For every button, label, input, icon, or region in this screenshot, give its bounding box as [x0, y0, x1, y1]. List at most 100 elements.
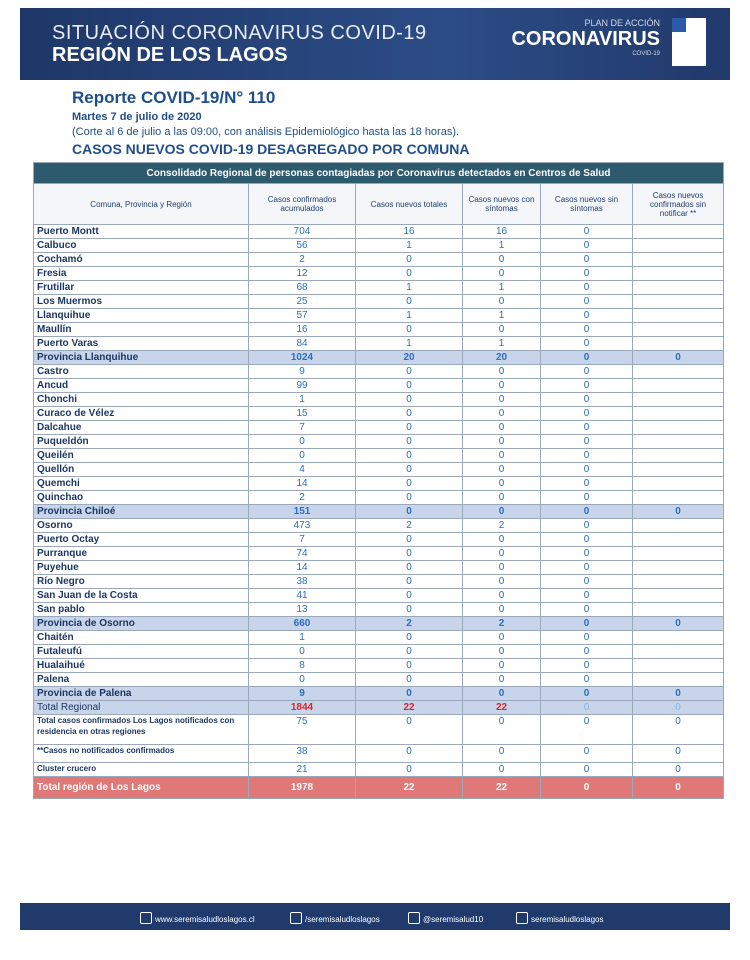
table-row: Purranque 74 0 0 0 [33, 546, 725, 561]
cell: 0 [540, 630, 633, 645]
cell: 22 [462, 700, 541, 715]
cell [631, 322, 725, 337]
cell: 0 [355, 406, 463, 421]
row-label: Puerto Montt [33, 224, 249, 239]
cell: 0 [462, 476, 541, 491]
cell [631, 434, 725, 449]
cell: 2 [355, 616, 463, 631]
cell: 0 [462, 378, 541, 393]
table-row: Hualaihué 8 0 0 0 [33, 658, 725, 673]
cell: 12 [248, 266, 356, 281]
row-label: Curaco de Vélez [33, 406, 249, 421]
cell: 14 [248, 560, 356, 575]
cell: 0 [540, 588, 633, 603]
cell: 20 [355, 350, 463, 365]
table-row: Total Regional 1844 22 22 0 0 [33, 700, 725, 715]
table-caption: Consolidado Regional de personas contagi… [32, 162, 725, 184]
footer-link: www.seremisaludloslagos.cl [140, 912, 255, 924]
cell: 0 [540, 658, 633, 673]
cell: 20 [462, 350, 541, 365]
table-row: Chaitén 1 0 0 0 [33, 630, 725, 645]
row-label: Total Regional [33, 700, 249, 715]
cell: 0 [248, 434, 356, 449]
cell: 0 [355, 532, 463, 547]
footer-icon [408, 912, 420, 924]
table-row: Castro 9 0 0 0 [33, 364, 725, 379]
footer-text: www.seremisaludloslagos.cl [155, 915, 255, 924]
cell: 0 [355, 546, 463, 561]
footer-text: @seremisalud10 [423, 915, 484, 924]
cell: 704 [248, 224, 356, 239]
table-row: Llanquihue 57 1 1 0 [33, 308, 725, 323]
footer: www.seremisaludloslagos.cl/seremisaludlo… [20, 903, 730, 930]
cell: 0 [540, 462, 633, 477]
table-row: Dalcahue 7 0 0 0 [33, 420, 725, 435]
cell: 0 [462, 574, 541, 589]
cell [631, 658, 725, 673]
cell [631, 602, 725, 617]
cell: 0 [540, 406, 633, 421]
cell: 0 [355, 434, 463, 449]
cell: 0 [355, 476, 463, 491]
cell: 16 [355, 224, 463, 239]
caption-row: Consolidado Regional de personas contagi… [32, 162, 725, 184]
table-row: Ancud 99 0 0 0 [33, 378, 725, 393]
cell: 0 [355, 762, 463, 777]
row-label: Osorno [33, 518, 249, 533]
cell: 0 [540, 762, 633, 777]
footer-icon [290, 912, 302, 924]
table-row: Cluster crucero 21 0 0 0 0 [33, 762, 725, 777]
cell: 0 [631, 762, 725, 777]
cell: 0 [540, 392, 633, 407]
cell [631, 532, 725, 547]
cell [631, 294, 725, 309]
table-row: Provincia de Osorno 660 2 2 0 0 [33, 616, 725, 631]
cell: 0 [462, 392, 541, 407]
cell: 0 [540, 574, 633, 589]
cell: 0 [540, 420, 633, 435]
cell: 0 [540, 714, 633, 745]
cell: 84 [248, 336, 356, 351]
cell: 0 [462, 490, 541, 505]
cell [631, 238, 725, 253]
cell: 0 [540, 294, 633, 309]
cell [631, 672, 725, 687]
cell: 0 [248, 448, 356, 463]
column-header: Casos nuevos confirmados sin notificar *… [631, 183, 725, 225]
cell: 0 [355, 462, 463, 477]
cell: 0 [462, 504, 541, 519]
cell: 0 [462, 420, 541, 435]
cell: 0 [631, 776, 725, 799]
row-label: Maullín [33, 322, 249, 337]
cell: 0 [631, 700, 725, 715]
cell [631, 630, 725, 645]
row-label: Ancud [33, 378, 249, 393]
cell: 0 [631, 744, 725, 763]
cell [631, 560, 725, 575]
cell: 0 [462, 294, 541, 309]
column-header: Casos confirmados acumulados [248, 183, 356, 225]
cell: 0 [540, 224, 633, 239]
cell: 2 [248, 252, 356, 267]
cell: 0 [462, 560, 541, 575]
row-label: Provincia Chiloé [33, 504, 249, 519]
cell: 0 [462, 546, 541, 561]
cell: 0 [355, 266, 463, 281]
cell: 0 [355, 420, 463, 435]
row-label: Llanquihue [33, 308, 249, 323]
column-header: Comuna, Provincia y Región [33, 183, 249, 225]
cell: 41 [248, 588, 356, 603]
cell [631, 406, 725, 421]
cell: 0 [462, 364, 541, 379]
cell: 13 [248, 602, 356, 617]
cell: 74 [248, 546, 356, 561]
row-label: Provincia Llanquihue [33, 350, 249, 365]
gov-logo [672, 18, 706, 66]
row-label: **Casos no notificados confirmados [33, 744, 249, 763]
cell: 0 [355, 294, 463, 309]
cell: 0 [540, 308, 633, 323]
cell: 7 [248, 420, 356, 435]
cell: 16 [248, 322, 356, 337]
table-row: Chonchi 1 0 0 0 [33, 392, 725, 407]
cell: 0 [540, 266, 633, 281]
